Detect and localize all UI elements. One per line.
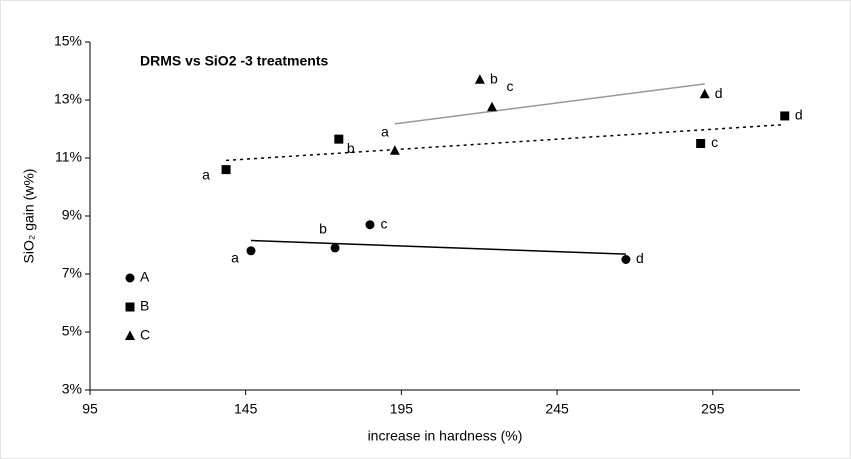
trend-line bbox=[394, 83, 705, 125]
point-label: a bbox=[202, 166, 210, 182]
y-tick-label: 5% bbox=[62, 323, 82, 339]
legend-marker bbox=[125, 330, 135, 340]
point bbox=[474, 74, 485, 84]
legend-marker bbox=[125, 302, 135, 312]
point-label: a bbox=[381, 123, 389, 139]
legend-marker bbox=[125, 273, 135, 283]
x-tick-label: 245 bbox=[545, 401, 569, 417]
point-label: c bbox=[380, 215, 387, 231]
x-axis-label: increase in hardness (%) bbox=[368, 428, 523, 444]
point-label: d bbox=[715, 85, 723, 101]
y-tick-label: 7% bbox=[62, 265, 82, 281]
y-axis-label: SiO₂ gain (w%) bbox=[21, 169, 37, 264]
trend-line bbox=[226, 123, 785, 162]
point bbox=[389, 145, 400, 155]
point-label: b bbox=[319, 221, 327, 237]
point bbox=[365, 220, 375, 230]
point-label: b bbox=[490, 70, 498, 86]
point bbox=[334, 134, 344, 144]
trend-line bbox=[250, 239, 626, 255]
y-tick-label: 3% bbox=[62, 381, 82, 397]
point bbox=[696, 139, 706, 148]
legend-label: B bbox=[140, 298, 149, 314]
point bbox=[330, 243, 340, 253]
point-label: a bbox=[231, 250, 239, 266]
point bbox=[487, 101, 498, 112]
y-tick-label: 13% bbox=[54, 91, 82, 107]
chart-title: DRMS vs SiO2 -3 treatments bbox=[140, 53, 328, 69]
y-tick-label: 9% bbox=[62, 207, 82, 223]
point bbox=[621, 255, 631, 264]
x-tick-label: 195 bbox=[390, 401, 414, 417]
point bbox=[246, 246, 256, 256]
legend-label: C bbox=[140, 327, 150, 343]
x-tick-label: 145 bbox=[234, 401, 258, 417]
x-tick-label: 95 bbox=[82, 401, 98, 417]
point bbox=[699, 88, 710, 99]
point-label: d bbox=[636, 250, 644, 266]
point bbox=[221, 165, 231, 175]
point-label: b bbox=[347, 140, 355, 156]
point bbox=[780, 111, 790, 121]
point-label: d bbox=[795, 107, 803, 123]
legend-label: A bbox=[140, 269, 150, 285]
y-tick-label: 11% bbox=[55, 149, 82, 165]
point-label: c bbox=[711, 134, 718, 150]
point-label: c bbox=[507, 78, 514, 94]
y-tick-label: 15% bbox=[54, 33, 82, 49]
x-tick-label: 295 bbox=[701, 401, 725, 417]
